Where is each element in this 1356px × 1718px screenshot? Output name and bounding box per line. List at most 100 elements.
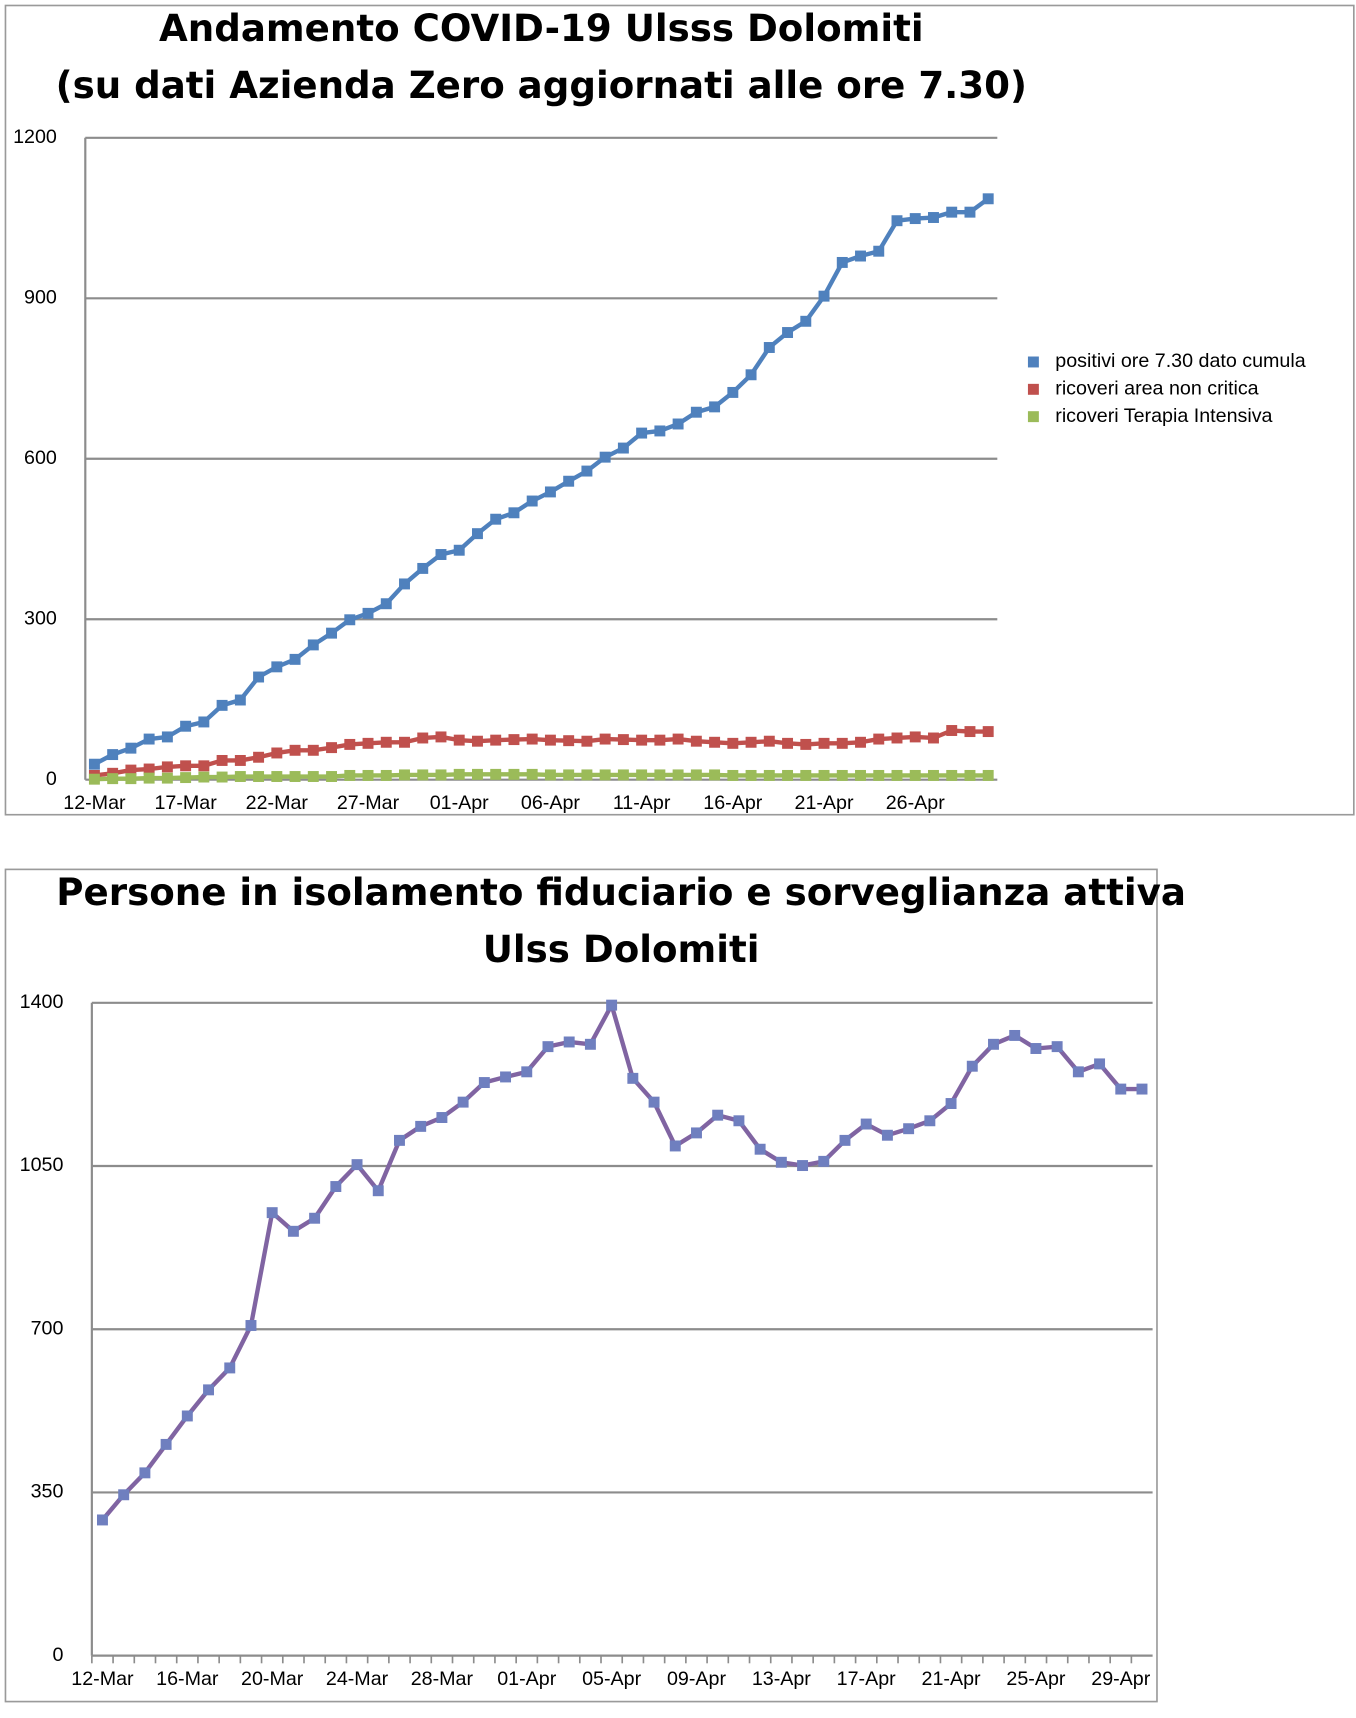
data-point bbox=[928, 212, 939, 223]
data-point bbox=[627, 1072, 639, 1084]
data-point bbox=[763, 342, 775, 353]
data-point bbox=[326, 771, 338, 782]
x-tick-label: 09-Apr bbox=[667, 1668, 726, 1690]
data-point bbox=[690, 735, 702, 747]
data-point bbox=[1009, 1029, 1021, 1041]
data-point bbox=[181, 1410, 193, 1422]
chart-title: Andamento COVID-19 Ulsss Dolomiti bbox=[159, 6, 924, 50]
data-point bbox=[180, 772, 192, 784]
y-tick-label: 0 bbox=[52, 1644, 63, 1666]
data-point bbox=[372, 1185, 384, 1197]
data-point bbox=[982, 769, 994, 781]
data-point bbox=[563, 769, 575, 781]
data-point bbox=[526, 768, 538, 780]
legend-marker bbox=[1027, 356, 1039, 368]
data-point bbox=[648, 1096, 660, 1108]
data-point bbox=[800, 769, 812, 781]
data-point bbox=[118, 1489, 130, 1501]
data-point bbox=[544, 734, 556, 746]
data-point bbox=[727, 737, 739, 749]
data-point bbox=[690, 406, 702, 418]
data-point bbox=[180, 720, 192, 732]
data-point bbox=[636, 734, 648, 746]
data-point bbox=[521, 1066, 533, 1078]
data-point bbox=[362, 769, 374, 781]
data-point bbox=[362, 607, 374, 619]
data-point bbox=[453, 544, 465, 556]
data-point bbox=[399, 578, 410, 590]
data-point bbox=[203, 1384, 215, 1396]
data-point bbox=[909, 731, 921, 743]
data-point bbox=[754, 1143, 766, 1155]
data-point bbox=[287, 1225, 299, 1237]
data-point bbox=[96, 1514, 108, 1526]
x-tick-label: 29-Apr bbox=[1091, 1668, 1150, 1690]
data-point bbox=[307, 771, 319, 782]
data-point bbox=[745, 769, 757, 781]
data-point bbox=[490, 734, 502, 746]
data-point bbox=[763, 735, 775, 747]
data-point bbox=[636, 427, 648, 439]
data-point bbox=[330, 1181, 342, 1192]
data-point bbox=[946, 725, 958, 736]
x-tick-label: 13-Apr bbox=[752, 1668, 811, 1690]
data-point bbox=[964, 769, 976, 781]
data-point bbox=[584, 1038, 596, 1050]
x-tick-label: 21-Apr bbox=[922, 1668, 981, 1690]
data-point bbox=[271, 747, 283, 759]
data-point bbox=[478, 1077, 490, 1089]
data-point bbox=[1136, 1083, 1148, 1095]
data-point bbox=[563, 1036, 575, 1048]
data-point bbox=[672, 733, 684, 745]
data-point bbox=[581, 769, 593, 781]
x-tick-label: 17-Mar bbox=[154, 792, 217, 814]
data-point bbox=[855, 769, 866, 781]
data-point bbox=[198, 771, 210, 783]
data-point bbox=[818, 769, 830, 781]
data-point bbox=[563, 475, 575, 487]
data-point bbox=[881, 1129, 893, 1141]
y-tick-label: 350 bbox=[31, 1481, 64, 1503]
data-point bbox=[216, 771, 228, 783]
data-point bbox=[399, 769, 410, 781]
y-tick-label: 1200 bbox=[13, 126, 57, 148]
chart-title: Ulss Dolomiti bbox=[483, 927, 760, 971]
data-point bbox=[1030, 1043, 1042, 1054]
data-point bbox=[271, 771, 283, 782]
data-point bbox=[351, 1159, 363, 1171]
data-point bbox=[380, 598, 392, 610]
data-point bbox=[818, 290, 830, 302]
data-point bbox=[654, 769, 666, 781]
data-point bbox=[855, 250, 866, 262]
data-point bbox=[966, 1060, 978, 1072]
data-point bbox=[909, 769, 921, 781]
data-point bbox=[599, 451, 611, 463]
data-point bbox=[860, 1118, 872, 1130]
data-point bbox=[946, 769, 958, 781]
data-point bbox=[982, 726, 994, 738]
data-point bbox=[903, 1123, 915, 1135]
x-tick-label: 16-Mar bbox=[156, 1668, 219, 1690]
data-point bbox=[526, 495, 538, 507]
data-point bbox=[709, 736, 721, 748]
y-tick-label: 600 bbox=[24, 447, 57, 469]
x-tick-label: 12-Mar bbox=[71, 1668, 134, 1690]
data-point bbox=[581, 735, 593, 747]
data-point bbox=[733, 1115, 745, 1127]
data-point bbox=[88, 773, 100, 785]
data-point bbox=[457, 1096, 469, 1108]
data-point bbox=[289, 771, 301, 782]
data-point bbox=[307, 744, 319, 756]
data-point bbox=[855, 736, 866, 748]
data-point bbox=[143, 763, 155, 775]
data-point bbox=[745, 736, 757, 748]
chart-title: Persone in isolamento fiduciario e sorve… bbox=[56, 870, 1186, 914]
data-point bbox=[253, 771, 265, 782]
data-point bbox=[289, 744, 301, 756]
data-point bbox=[253, 751, 265, 763]
data-point bbox=[544, 769, 556, 781]
data-point bbox=[617, 734, 629, 746]
data-point bbox=[712, 1109, 724, 1121]
data-point bbox=[800, 738, 812, 750]
x-tick-label: 27-Mar bbox=[337, 792, 400, 814]
